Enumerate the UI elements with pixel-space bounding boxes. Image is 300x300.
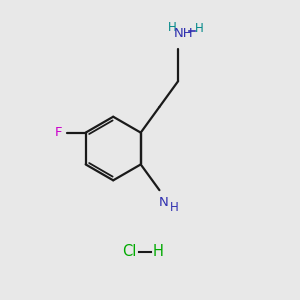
Text: Cl: Cl bbox=[122, 244, 136, 259]
Text: H: H bbox=[195, 22, 204, 35]
Text: H: H bbox=[170, 201, 178, 214]
Text: NH: NH bbox=[174, 27, 193, 40]
Text: H: H bbox=[153, 244, 164, 259]
Text: N: N bbox=[159, 196, 169, 209]
Text: H: H bbox=[168, 21, 177, 34]
Text: F: F bbox=[55, 126, 62, 139]
